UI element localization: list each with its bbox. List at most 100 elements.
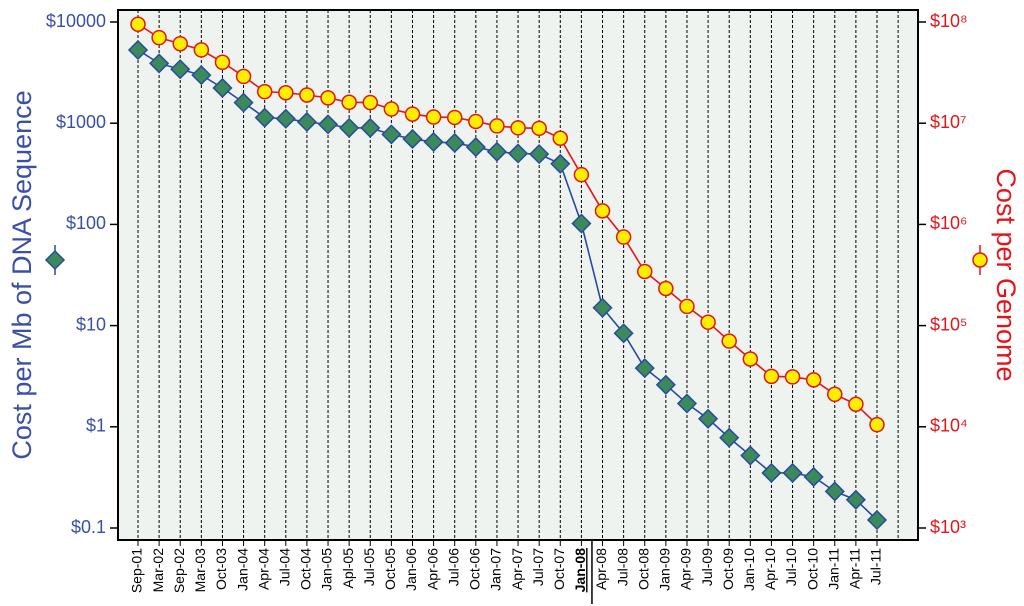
data-point bbox=[170, 59, 191, 80]
data-point bbox=[423, 131, 444, 153]
data-point bbox=[531, 120, 547, 137]
y2-tick-label: $10⁷ bbox=[930, 112, 967, 132]
data-point bbox=[824, 481, 845, 502]
x-tick-label: Apr-07 bbox=[509, 548, 525, 590]
data-point bbox=[573, 166, 590, 183]
data-point bbox=[489, 118, 505, 134]
data-point bbox=[634, 358, 655, 379]
x-tick-label: Oct-03 bbox=[213, 548, 229, 590]
data-point bbox=[193, 42, 210, 58]
data-point bbox=[827, 386, 843, 403]
data-point bbox=[529, 144, 550, 165]
x-tick-label: Jan-11 bbox=[825, 548, 841, 590]
y2-tick-label: $10⁶ bbox=[930, 213, 967, 233]
data-point bbox=[510, 120, 526, 136]
data-point bbox=[698, 408, 719, 429]
data-point bbox=[130, 16, 146, 33]
data-point bbox=[721, 333, 737, 349]
x-tick-label: Apl-05 bbox=[340, 548, 356, 589]
x-tick-label: Jan-07 bbox=[488, 548, 504, 591]
data-point bbox=[594, 203, 611, 219]
x-tick-label: Jan-08 bbox=[572, 548, 588, 593]
y2-axis-title: Cost per Genome bbox=[991, 168, 1021, 381]
data-point bbox=[763, 368, 780, 385]
data-point bbox=[214, 54, 231, 71]
data-point bbox=[636, 263, 653, 280]
x-tick-label: Jul-11 bbox=[868, 548, 884, 585]
y2-tick-label: $10⁴ bbox=[930, 416, 968, 436]
x-tick-label: Apr-09 bbox=[678, 548, 694, 590]
data-point bbox=[362, 94, 379, 111]
data-point bbox=[719, 427, 740, 448]
x-tick-label: Oct-06 bbox=[467, 548, 483, 590]
x-tick-label: Jan-10 bbox=[741, 548, 757, 591]
data-point bbox=[212, 77, 233, 99]
y2-tick-label: $10³ bbox=[930, 517, 966, 537]
data-point bbox=[550, 153, 571, 174]
x-tick-label: Apr-06 bbox=[424, 548, 440, 590]
data-point bbox=[615, 229, 632, 245]
data-point bbox=[402, 128, 423, 149]
x-tick-label: Oct-09 bbox=[720, 548, 736, 590]
data-point bbox=[381, 124, 402, 145]
data-point bbox=[676, 393, 698, 414]
x-tick-label: Jul-07 bbox=[530, 548, 546, 586]
legend-key bbox=[44, 245, 988, 275]
y-tick-label: $1000 bbox=[56, 112, 106, 132]
data-point bbox=[235, 68, 252, 85]
x-tick-label: Sep-01 bbox=[129, 548, 145, 593]
y-axis-title: Cost per Mb of DNA Sequence bbox=[7, 90, 37, 459]
x-tick-label: Sep-02 bbox=[171, 548, 187, 593]
x-tick-label: Jul-10 bbox=[783, 548, 799, 586]
data-point bbox=[317, 114, 339, 135]
data-point bbox=[803, 466, 824, 487]
data-point bbox=[425, 109, 442, 125]
x-tick-label: Mar-02 bbox=[150, 548, 166, 593]
data-point bbox=[700, 314, 716, 330]
data-point bbox=[172, 35, 188, 52]
data-point bbox=[805, 372, 822, 388]
data-point bbox=[658, 280, 674, 297]
data-point bbox=[446, 109, 463, 126]
data-point bbox=[233, 92, 254, 113]
x-tick-label: Jul-08 bbox=[614, 548, 630, 586]
data-point bbox=[465, 137, 486, 158]
data-point bbox=[254, 107, 275, 128]
y-tick-label: $10000 bbox=[46, 11, 106, 31]
data-point bbox=[278, 84, 294, 101]
y2-tick-label: $10⁸ bbox=[930, 11, 968, 31]
data-point bbox=[444, 132, 465, 154]
data-point bbox=[151, 29, 167, 46]
data-point bbox=[761, 462, 782, 484]
data-point bbox=[571, 213, 592, 234]
x-tick-label: Mar-03 bbox=[192, 548, 208, 593]
data-point bbox=[613, 323, 634, 344]
y-tick-label: $0.1 bbox=[71, 517, 106, 537]
x-tick-label: Oct-04 bbox=[298, 548, 314, 590]
data-point bbox=[866, 509, 888, 531]
data-point bbox=[275, 108, 296, 129]
data-point bbox=[256, 83, 273, 100]
data-point bbox=[404, 106, 421, 122]
data-point bbox=[191, 65, 212, 86]
data-point bbox=[320, 90, 336, 106]
x-tick-label: Jan-04 bbox=[234, 548, 250, 591]
data-point bbox=[740, 445, 761, 466]
data-point bbox=[486, 141, 508, 162]
data-point bbox=[149, 53, 170, 74]
y-tick-label: $10 bbox=[76, 314, 106, 334]
data-point bbox=[383, 101, 400, 117]
data-point bbox=[299, 87, 315, 103]
data-point bbox=[784, 369, 801, 385]
data-point bbox=[127, 39, 149, 61]
data-point bbox=[468, 113, 484, 130]
y2-tick-label: $10⁵ bbox=[930, 314, 968, 334]
x-tick-label: Jul-06 bbox=[445, 548, 461, 586]
x-tick-label: Jan-06 bbox=[403, 548, 419, 591]
data-point bbox=[552, 130, 569, 147]
data-point bbox=[848, 396, 864, 412]
data-point bbox=[339, 117, 360, 138]
x-tick-label: Apr-10 bbox=[762, 548, 778, 590]
x-tick-label: Jan-09 bbox=[657, 548, 673, 591]
